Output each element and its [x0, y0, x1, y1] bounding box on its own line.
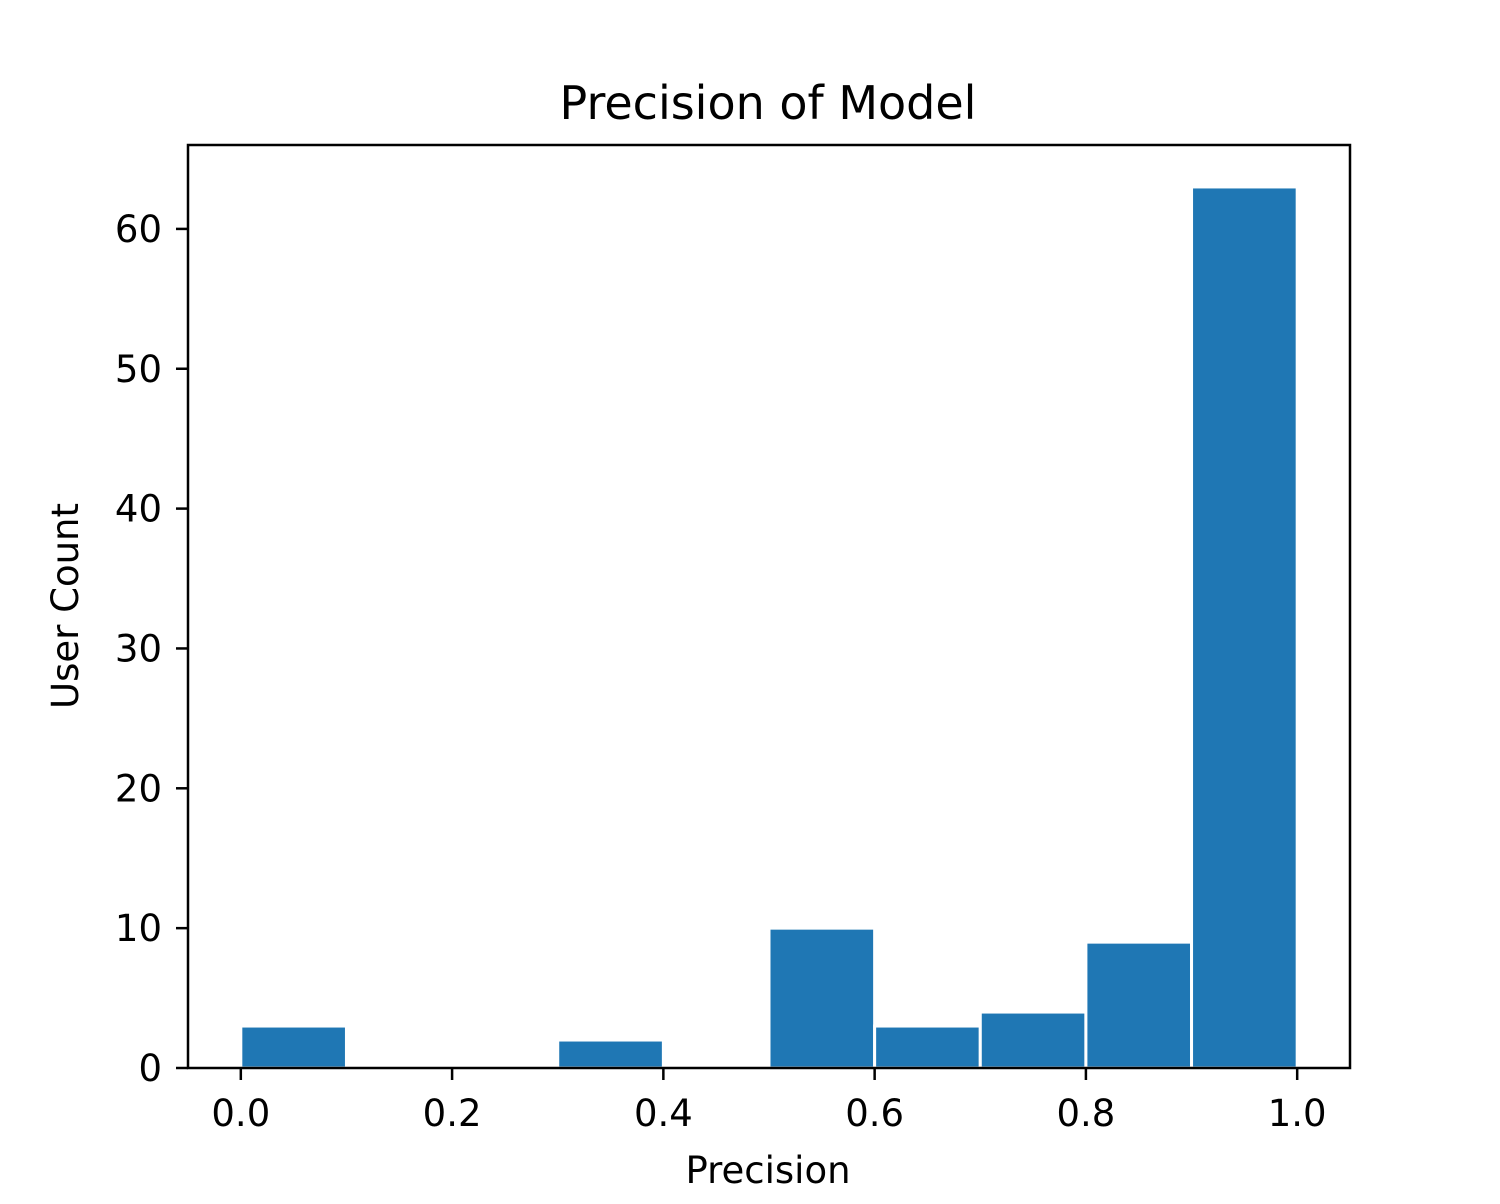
x-tick-label-0: 0.0 — [211, 1092, 270, 1135]
chart-title: Precision of Model — [560, 76, 977, 130]
axes-layer: 0.0 0.2 0.4 0.6 0.8 1.0 0 10 20 30 40 50 60 — [115, 143, 1352, 1135]
x-tick-label-3: 0.6 — [845, 1092, 904, 1135]
y-tick-label-3: 30 — [115, 627, 162, 670]
y-tick-label-4: 40 — [115, 488, 162, 531]
y-tick-label-5: 50 — [115, 348, 162, 391]
histogram-bar-3 — [556, 1038, 665, 1070]
y-axis-label: User Count — [44, 503, 87, 709]
x-tick-label-5: 1.0 — [1268, 1092, 1327, 1135]
histogram-bar-6 — [873, 1024, 982, 1070]
histogram-bar-7 — [978, 1010, 1088, 1070]
x-axis-label: Precision — [685, 1149, 850, 1192]
histogram-bar-5 — [767, 926, 877, 1070]
bars-layer — [239, 185, 1299, 1070]
y-tick-label-2: 20 — [115, 767, 162, 810]
histogram-bar-8 — [1084, 940, 1194, 1070]
y-tick-label-6: 60 — [115, 208, 162, 251]
x-tick-label-4: 0.8 — [1056, 1092, 1115, 1135]
x-tick-label-1: 0.2 — [423, 1092, 482, 1135]
y-tick-label-1: 10 — [115, 907, 162, 950]
x-tick-label-2: 0.4 — [634, 1092, 693, 1135]
y-tick-label-0: 0 — [138, 1047, 162, 1090]
axes-frame — [186, 143, 1352, 1070]
histogram-bar-9 — [1190, 185, 1299, 1070]
histogram-bar-0 — [239, 1024, 348, 1070]
